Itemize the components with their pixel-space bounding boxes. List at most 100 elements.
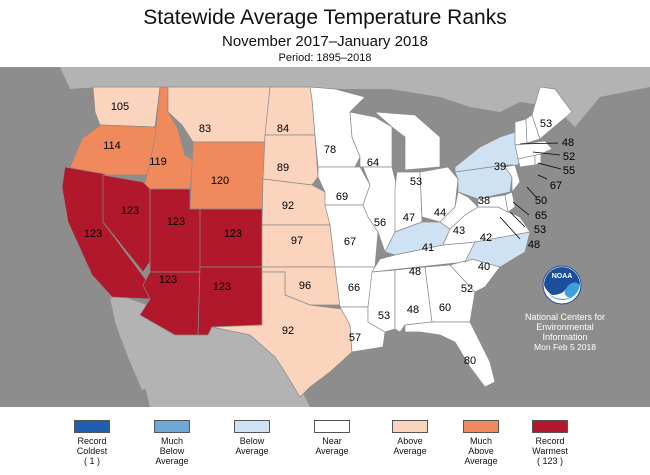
rank-NV: 123 <box>121 205 139 217</box>
rank-IL: 56 <box>374 217 386 229</box>
rank-TN: 48 <box>409 266 421 278</box>
state-MI <box>373 111 441 171</box>
legend-swatch <box>234 420 270 433</box>
map-title: Statewide Average Temperature Ranks <box>143 6 507 29</box>
state-NM <box>197 266 263 336</box>
leader-NH <box>532 151 561 156</box>
state-SD <box>262 134 319 186</box>
rank-CT: 50 <box>535 195 547 207</box>
state-MS <box>367 269 396 333</box>
rank-IN: 47 <box>403 212 415 224</box>
rank-NM: 123 <box>213 281 231 293</box>
legend-label: Record Coldest ( 1 ) <box>76 436 108 466</box>
rank-IA: 69 <box>336 191 348 203</box>
legend-record-warmest: Record Warmest ( 123 ) <box>510 420 590 466</box>
legend-swatch <box>154 420 190 433</box>
rank-NH: 52 <box>563 151 575 163</box>
rank-AZ: 123 <box>159 274 177 286</box>
ncei-line-3: Information <box>542 332 588 342</box>
rank-MD: 48 <box>528 239 540 251</box>
legend-near: Near Average <box>292 420 372 456</box>
rank-ND: 84 <box>277 123 289 135</box>
noaa-logo: NOAA <box>542 265 582 305</box>
rank-VT: 48 <box>562 137 574 149</box>
rank-MS: 53 <box>378 310 390 322</box>
state-MD <box>477 194 509 213</box>
rank-AL: 48 <box>407 304 419 316</box>
rank-NJ: 65 <box>535 210 547 222</box>
legend-below: Below Average <box>212 420 292 456</box>
state-MT <box>167 86 271 143</box>
rank-AR: 66 <box>348 282 360 294</box>
leader-lines <box>499 142 562 240</box>
us-temperature-map: 105 114 119 83 120 84 89 92 97 96 92 123… <box>0 67 650 407</box>
rank-CA: 123 <box>84 228 102 240</box>
legend-swatch <box>392 420 428 433</box>
legend-swatch <box>463 420 499 433</box>
leader-MA <box>537 162 562 170</box>
legend-label: Much Below Average <box>155 436 189 466</box>
legend-label: Much Above Average <box>464 436 498 466</box>
rank-MA: 55 <box>563 165 575 177</box>
state-DE <box>504 191 516 213</box>
rank-WI: 64 <box>367 157 379 169</box>
rank-FL: 80 <box>464 355 476 367</box>
rank-GA: 60 <box>439 302 451 314</box>
legend-record-coldest: Record Coldest ( 1 ) <box>52 420 132 466</box>
ncei-line-1: National Centers for <box>524 312 606 322</box>
ncei-credit: National Centers for Environmental Infor… <box>515 312 615 352</box>
legend-swatch <box>532 420 568 433</box>
legend-swatch <box>314 420 350 433</box>
rank-ME: 53 <box>540 118 552 130</box>
leader-CT <box>526 186 537 198</box>
rank-SD: 89 <box>277 162 289 174</box>
state-FL <box>404 321 496 388</box>
leader-MD <box>499 216 521 240</box>
rank-NY: 39 <box>494 161 506 173</box>
rank-MN: 78 <box>324 144 336 156</box>
legend-label: Above Average <box>393 436 427 456</box>
rank-OH: 44 <box>434 207 446 219</box>
rank-MT: 83 <box>199 123 211 135</box>
state-VT <box>514 118 528 146</box>
rank-LA: 57 <box>349 332 361 344</box>
rank-KY: 41 <box>422 242 434 254</box>
state-WV <box>439 191 479 230</box>
rank-UT: 123 <box>167 216 185 228</box>
leader-NJ <box>512 201 530 216</box>
state-MA <box>514 140 553 160</box>
map-period: Period: 1895–2018 <box>278 52 372 64</box>
legend-swatch <box>74 420 110 433</box>
rank-MI: 53 <box>410 176 422 188</box>
state-IL <box>362 166 398 253</box>
rank-WA: 105 <box>111 101 129 113</box>
leader-DE <box>509 211 526 228</box>
ncei-date: Mon Feb 5 2018 <box>534 342 596 352</box>
legend-label: Below Average <box>235 436 269 456</box>
legend-label: Near Average <box>315 436 349 456</box>
legend: Record Coldest ( 1 ) Much Below Average … <box>0 420 650 475</box>
rank-OR: 114 <box>103 140 121 152</box>
baja-land <box>110 297 150 390</box>
legend-above: Above Average <box>370 420 450 456</box>
rank-WY: 120 <box>211 175 229 187</box>
legend-much-above: Much Above Average <box>441 420 521 466</box>
rank-VA: 42 <box>480 232 492 244</box>
state-TX <box>211 271 353 398</box>
legend-much-below: Much Below Average <box>132 420 212 466</box>
legend-label: Record Warmest ( 123 ) <box>532 436 568 466</box>
state-GA <box>424 264 476 323</box>
state-ME <box>531 86 573 140</box>
rank-labels: 105 114 119 83 120 84 89 92 97 96 92 123… <box>84 101 575 367</box>
rank-OK: 96 <box>299 280 311 292</box>
state-NE <box>261 178 331 226</box>
leader-RI <box>537 174 548 180</box>
rank-PA: 38 <box>478 195 490 207</box>
rank-SC: 52 <box>461 283 473 295</box>
rank-NE: 92 <box>282 200 294 212</box>
rank-NC: 40 <box>478 261 490 273</box>
ncei-line-2: Environmental <box>536 322 594 332</box>
rank-MO: 67 <box>344 236 356 248</box>
map-subtitle: November 2017–January 2018 <box>222 33 428 50</box>
rank-RI: 67 <box>550 180 562 192</box>
